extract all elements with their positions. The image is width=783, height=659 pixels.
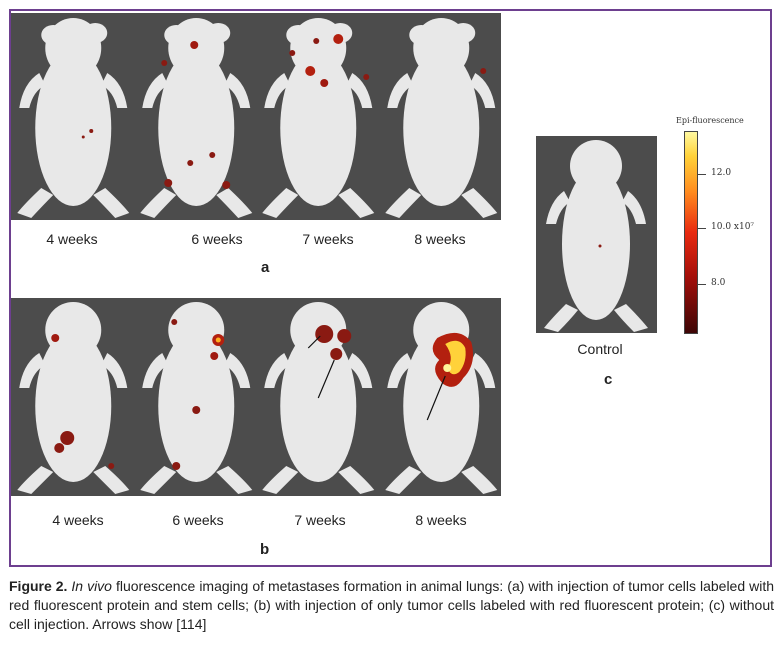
week-label-a-4: 8 weeks: [414, 231, 466, 247]
panel-a-image: [11, 13, 501, 220]
scale-tick-1: [698, 174, 706, 175]
week-label-b-1: 4 weeks: [52, 512, 104, 528]
scale-title: Epi-fluorescence: [676, 116, 744, 125]
mouse-a-8weeks: [379, 13, 502, 220]
figure-caption: Figure 2. In vivo fluorescence imaging o…: [9, 577, 774, 634]
caption-italic: In vivo: [71, 578, 112, 594]
panel-letter-c: c: [604, 371, 613, 388]
scale-tick-3: [698, 284, 706, 285]
caption-text: fluorescence imaging of metastases forma…: [9, 578, 774, 632]
caption-figure-number: Figure 2.: [9, 578, 68, 594]
mouse-a-6weeks: [134, 13, 257, 220]
panel-letter-a: a: [261, 259, 270, 276]
scale-tick-label-1: 12.0: [711, 168, 732, 178]
week-label-a-1: 4 weeks: [46, 231, 98, 247]
panel-letter-b: b: [260, 541, 270, 558]
scale-tick-label-3: 8.0: [711, 278, 726, 288]
mouse-a-4weeks: [11, 13, 134, 220]
week-label-b-2: 6 weeks: [172, 512, 224, 528]
fluorescence-colorbar: [684, 131, 698, 334]
scale-tick-2: [698, 228, 706, 229]
week-label-a-2: 6 weeks: [191, 231, 243, 247]
mouse-b-7weeks: [256, 298, 379, 496]
panel-b-image: [11, 298, 501, 496]
mouse-b-6weeks: [134, 298, 257, 496]
control-label: Control: [577, 341, 623, 357]
mouse-a-7weeks: [256, 13, 379, 220]
week-label-b-4: 8 weeks: [415, 512, 467, 528]
mouse-b-8weeks: [379, 298, 502, 496]
week-label-a-3: 7 weeks: [302, 231, 354, 247]
scale-tick-label-2: 10.0 x10⁷: [711, 222, 755, 232]
panel-c-image: [536, 136, 657, 333]
week-label-b-3: 7 weeks: [294, 512, 346, 528]
mouse-b-4weeks: [11, 298, 134, 496]
